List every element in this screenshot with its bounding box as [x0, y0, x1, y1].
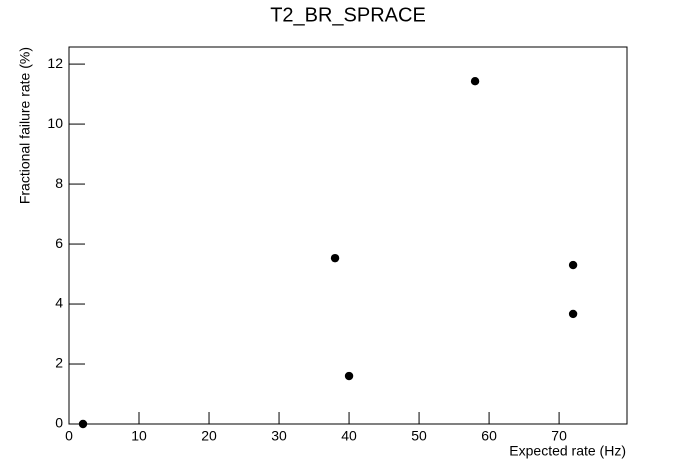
point [344, 371, 354, 381]
x-tick-label: 70 [551, 428, 567, 444]
point [568, 309, 578, 319]
y-tick-label: 4 [55, 295, 63, 311]
x-tick-label: 30 [271, 428, 287, 444]
y-tick-label: 2 [55, 355, 63, 371]
point [470, 76, 480, 86]
y-tick-label: 8 [55, 175, 63, 191]
y-tick-label: 6 [55, 235, 63, 251]
point [78, 419, 88, 429]
point [330, 253, 340, 263]
y-tick-label: 0 [55, 415, 63, 431]
x-tick-label: 10 [131, 428, 147, 444]
x-tick-label: 40 [341, 428, 357, 444]
x-axis-label: Expected rate (Hz) [509, 443, 626, 459]
plot-frame [68, 46, 628, 425]
y-axis-label: Fractional failure rate (%) [17, 47, 33, 204]
y-tick-label: 12 [47, 55, 63, 71]
x-tick-label: 0 [65, 428, 73, 444]
x-tick-label: 50 [411, 428, 427, 444]
x-tick-label: 20 [201, 428, 217, 444]
chart-title: T2_BR_SPRACE [270, 4, 426, 26]
x-tick-label: 60 [481, 428, 497, 444]
point [568, 260, 578, 270]
y-tick-label: 10 [47, 115, 63, 131]
